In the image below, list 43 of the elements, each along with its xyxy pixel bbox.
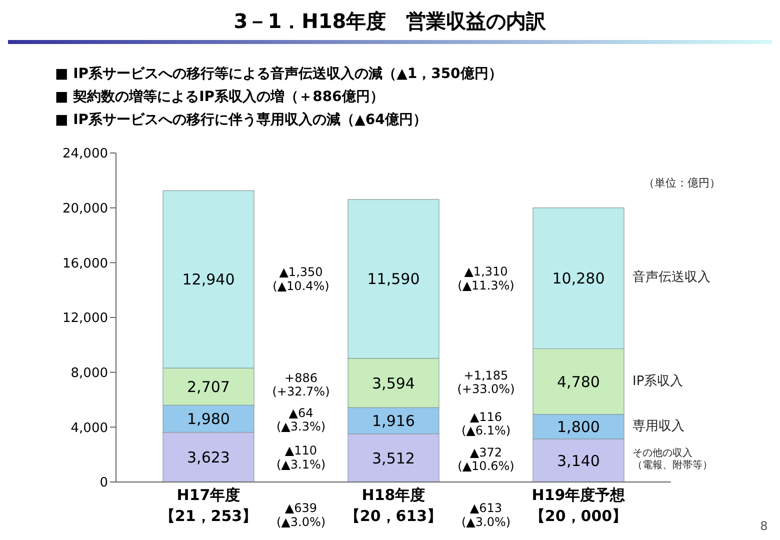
chart-title: 3－1．H18年度 営業収益の内訳 bbox=[232, 8, 548, 34]
annotation: ▲372 (▲10.6%) bbox=[458, 445, 514, 474]
series-label: 音声伝送収入 bbox=[632, 270, 710, 286]
data-label: 3,140 bbox=[557, 452, 600, 470]
series-label: IP系収入 bbox=[632, 374, 684, 390]
y-tick-label: 16,000 bbox=[62, 256, 108, 272]
text: ▲613 (▲3.0%) bbox=[461, 501, 511, 529]
x-tick-label: H17年度 bbox=[176, 486, 240, 504]
series-label: その他の収入（電報、附帯等） bbox=[632, 448, 714, 472]
annotation: ▲110 (▲3.1%) bbox=[276, 444, 326, 472]
text: 8 bbox=[760, 519, 768, 533]
annotation: ▲1,350 (▲10.4%) bbox=[272, 265, 330, 294]
data-label: 11,590 bbox=[367, 270, 420, 288]
data-label: 3,623 bbox=[187, 448, 230, 466]
total-label: 【20，613】 bbox=[344, 507, 442, 525]
annotation: +1,185 (+33.0%) bbox=[457, 368, 515, 396]
y-tick-label: 20,000 bbox=[62, 201, 108, 216]
y-tick-label: 12,000 bbox=[62, 311, 108, 326]
data-label: 12,940 bbox=[182, 270, 235, 289]
annotation: ▲1,310 (▲11.3%) bbox=[458, 264, 514, 292]
series-label: 専用収入 bbox=[632, 418, 684, 435]
annotation: ▲64 (▲3.3%) bbox=[276, 406, 326, 434]
y-tick-label: 0 bbox=[100, 476, 108, 491]
data-label: 1,800 bbox=[557, 418, 600, 436]
data-label: 3,594 bbox=[372, 374, 415, 392]
data-label: 1,980 bbox=[187, 410, 230, 428]
data-label: 2,707 bbox=[187, 378, 230, 396]
x-tick-label: H18年度 bbox=[362, 486, 426, 504]
annotation: ▲116 (▲6.1%) bbox=[461, 410, 511, 438]
data-label: 1,916 bbox=[372, 412, 415, 430]
y-tick-label: 24,000 bbox=[62, 146, 108, 162]
annotation: +886 (+32.7%) bbox=[272, 370, 330, 399]
total-label: 【20，000】 bbox=[530, 507, 628, 525]
data-label: 4,780 bbox=[557, 372, 600, 391]
total-label: 【21，253】 bbox=[160, 507, 258, 525]
annotation: （単位：億円） bbox=[644, 176, 720, 190]
data-label: 3,512 bbox=[372, 449, 415, 468]
text: ▲639 (▲3.0%) bbox=[276, 501, 326, 529]
y-tick-label: 8,000 bbox=[70, 366, 108, 381]
data-label: 10,280 bbox=[552, 270, 605, 288]
x-tick-label: H19年度予想 bbox=[532, 486, 626, 504]
chart-subtitle: ■ IP系サービスへの移行等による音声伝送収入の減（▲1，350億円） ■ 契約数の増等によるIP系収入の増（＋886億円） ■ IP系サービスへの移行に伴う専用収入の減（▲64億円） bbox=[55, 64, 502, 130]
y-tick-label: 4,000 bbox=[70, 420, 108, 436]
